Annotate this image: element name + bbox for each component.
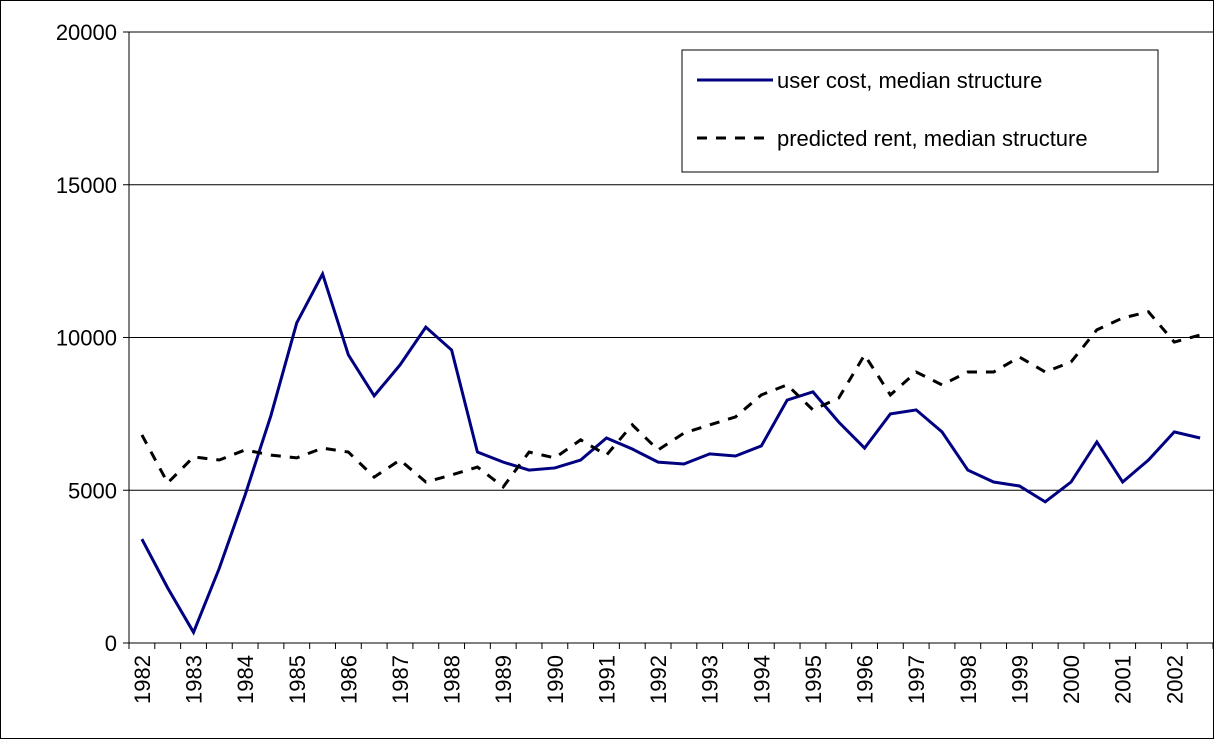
series-line bbox=[140, 270, 1201, 636]
y-tick-label: 20000 bbox=[56, 20, 117, 45]
x-tick-label: 1996 bbox=[853, 655, 878, 704]
x-tick-label: 1992 bbox=[646, 655, 671, 704]
x-tick-label: 1995 bbox=[801, 655, 826, 704]
x-tick-label: 1987 bbox=[388, 655, 413, 704]
x-tick-label: 1988 bbox=[440, 655, 465, 704]
series-line bbox=[140, 310, 1201, 490]
x-tick-label: 1993 bbox=[698, 655, 723, 704]
legend-label: user cost, median structure bbox=[777, 68, 1042, 93]
x-tick-label: 1997 bbox=[904, 655, 929, 704]
y-tick-label: 15000 bbox=[56, 173, 117, 198]
x-tick-label: 2002 bbox=[1162, 655, 1187, 704]
x-tick-label: 1983 bbox=[182, 655, 207, 704]
legend-box bbox=[681, 49, 1159, 173]
x-tick-label: 1990 bbox=[543, 655, 568, 704]
x-tick-label: 1998 bbox=[956, 655, 981, 704]
y-tick-label: 10000 bbox=[56, 326, 117, 351]
x-tick-label: 1994 bbox=[749, 655, 774, 704]
x-tick-label: 2000 bbox=[1059, 655, 1084, 704]
x-tick-label: 1985 bbox=[285, 655, 310, 704]
x-tick-label: 1986 bbox=[336, 655, 361, 704]
legend-label: predicted rent, median structure bbox=[777, 126, 1088, 151]
x-tick-label: 1989 bbox=[491, 655, 516, 704]
legend: user cost, median structure predicted ren… bbox=[681, 49, 1159, 173]
x-tick-label: 1984 bbox=[233, 655, 258, 704]
y-tick-label: 5000 bbox=[68, 478, 117, 503]
y-tick-label: 0 bbox=[105, 631, 117, 656]
x-tick-label: 1991 bbox=[594, 655, 619, 704]
x-tick-label: 1982 bbox=[130, 655, 155, 704]
x-tick-label: 1999 bbox=[1007, 655, 1032, 704]
x-tick-label: 2001 bbox=[1111, 655, 1136, 704]
